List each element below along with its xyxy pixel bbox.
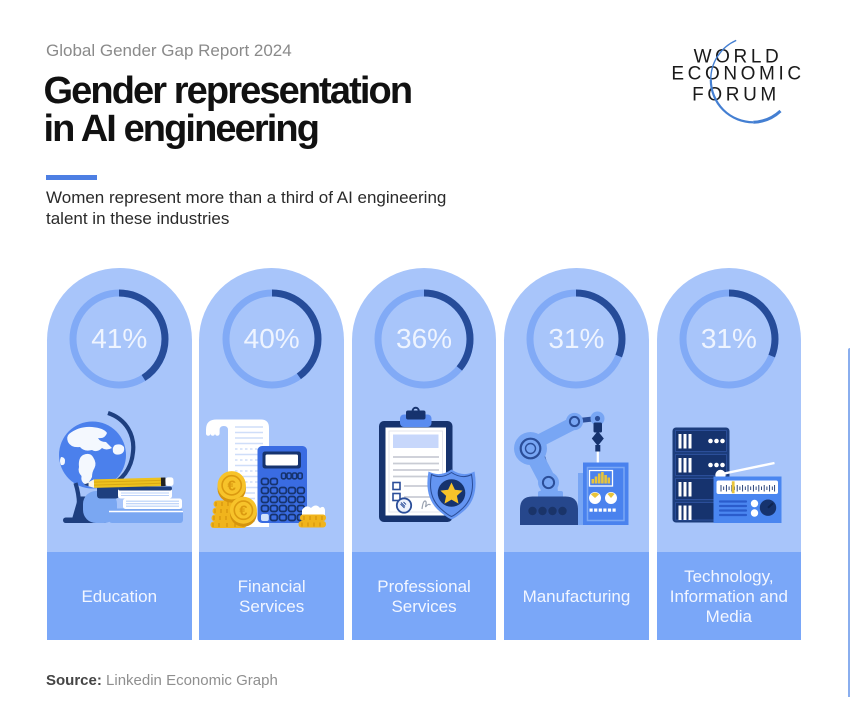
svg-text:ECONOMIC: ECONOMIC: [671, 64, 804, 85]
svg-text:FORUM: FORUM: [692, 85, 780, 106]
svg-text:€: €: [240, 503, 248, 519]
svg-text:€: €: [228, 478, 237, 495]
